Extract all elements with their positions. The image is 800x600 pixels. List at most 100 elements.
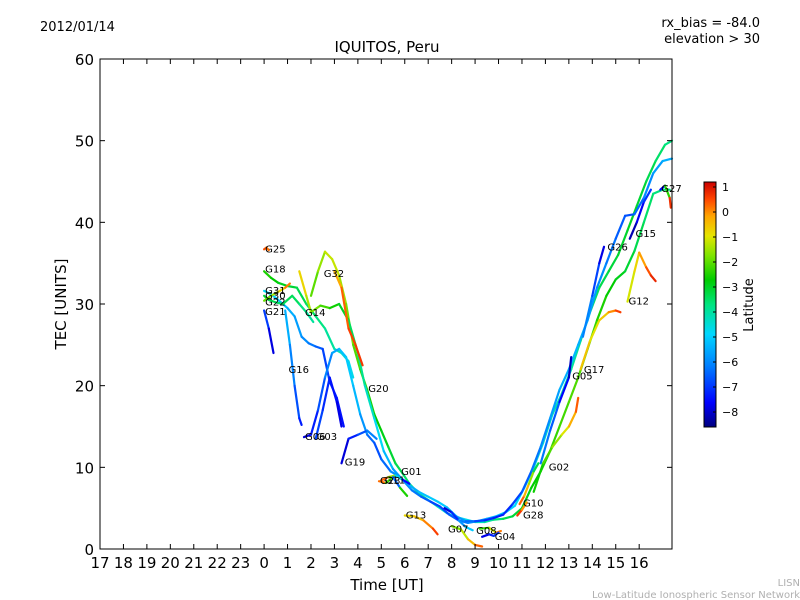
series-segment: [380, 458, 392, 473]
colorbar-tick-label: −8: [722, 406, 738, 419]
series-g13: [403, 514, 439, 536]
x-tick-label: 9: [470, 554, 480, 572]
satellite-label-g13: G13: [406, 511, 426, 522]
x-tick-label: 19: [137, 554, 156, 572]
satellite-label-g22: G22: [265, 297, 285, 308]
satellite-label-g32: G32: [324, 269, 344, 280]
series-g21b: [284, 309, 303, 426]
series-segment: [595, 294, 608, 322]
x-tick-label: 21: [184, 554, 203, 572]
series-segment: [380, 429, 390, 448]
series-segment: [668, 196, 672, 209]
series-segment: [401, 478, 411, 485]
series-segment: [567, 356, 573, 379]
series-segment: [530, 445, 542, 473]
satellite-label-g05: G05: [572, 372, 592, 383]
series-segment: [277, 286, 287, 293]
satellite-label-g06: G06: [305, 432, 325, 443]
satellite-label-g19: G19: [345, 457, 365, 468]
series-segment: [567, 376, 580, 404]
series-segment: [321, 376, 331, 412]
series-segment: [410, 489, 423, 498]
series-segment: [558, 368, 571, 391]
series-segment: [560, 425, 571, 436]
series-segment: [652, 160, 664, 175]
series-segment: [645, 160, 657, 183]
series-segment: [413, 515, 425, 522]
x-tick-label: 16: [630, 554, 649, 572]
series-segment: [539, 429, 552, 465]
series-segment: [377, 480, 388, 484]
series-segment: [523, 482, 531, 497]
colorbar-label: Latitude: [742, 278, 757, 332]
satellite-label-g08: G08: [476, 526, 496, 537]
series-segment: [347, 433, 359, 440]
x-tick-label: 1: [283, 554, 293, 572]
series-g05: [539, 356, 573, 465]
series-segment: [558, 400, 571, 428]
satellite-label-g18: G18: [265, 265, 285, 276]
colorbar-tick-label: −2: [722, 256, 738, 269]
colorbar: [703, 181, 717, 428]
date-label: 2012/01/14: [40, 20, 115, 35]
series-segment: [483, 518, 495, 524]
colorbar-tick-label: −3: [722, 281, 738, 294]
series-segment: [598, 311, 610, 322]
satellite-label-g15: G15: [636, 229, 656, 240]
series-g20: [333, 270, 364, 367]
series-g23: [377, 476, 409, 497]
series-segment: [331, 347, 341, 355]
series-g01: [380, 474, 411, 485]
series-segment: [607, 309, 617, 314]
series-segment: [394, 462, 404, 475]
series-segment: [286, 307, 296, 318]
series-segment: [314, 409, 324, 440]
series-segment: [363, 384, 376, 420]
series-segment: [347, 360, 355, 379]
series-segment: [293, 384, 301, 420]
y-axis-label: TEC [UNITS]: [52, 259, 70, 351]
series-g08: [450, 524, 484, 548]
series-segment: [614, 309, 622, 314]
series-segment: [293, 315, 303, 338]
series-segment: [387, 474, 397, 479]
series-segment: [391, 476, 402, 489]
series-segment: [457, 519, 467, 529]
colorbar-tick-label: −7: [722, 381, 738, 394]
series-segment: [436, 500, 449, 509]
satellite-label-g04: G04: [495, 532, 515, 543]
x-tick-label: 8: [447, 554, 457, 572]
series-segment: [614, 214, 627, 240]
x-axis: 17 18 19 20 21 22 23 0 1 2 3 4 5 6 7 8 9 10 11 12 13 14 15 16: [90, 59, 649, 572]
series-segment: [474, 543, 484, 548]
series-g17: [579, 309, 622, 371]
satellite-label-g21: G21: [265, 307, 285, 318]
series-segment: [638, 251, 648, 269]
series-segment: [431, 527, 439, 536]
y-tick-label: 20: [75, 378, 94, 396]
satellite-label-g16: G16: [289, 365, 309, 376]
x-tick-label: 7: [423, 554, 433, 572]
series-segment: [626, 270, 636, 303]
y-tick-label: 10: [75, 459, 94, 477]
series-segment: [574, 396, 580, 413]
series-segment: [527, 470, 535, 485]
series-segment: [520, 470, 533, 493]
series-segment: [492, 513, 505, 520]
series-segment: [265, 246, 270, 252]
colorbar-ticks: 1 0 −1 −2 −3 −4 −5 −6 −7 −8: [713, 181, 738, 419]
series-segment: [340, 437, 350, 465]
series-segment: [605, 278, 617, 297]
series-segment: [314, 315, 327, 330]
series-segment: [335, 400, 343, 428]
y-tick-label: 30: [75, 296, 94, 314]
series-g12: [626, 251, 657, 303]
series-segment: [263, 294, 273, 302]
series-segment: [642, 188, 653, 203]
x-tick-label: 20: [161, 554, 180, 572]
series-g27: [659, 184, 672, 209]
series-segment: [649, 274, 657, 283]
series-segment: [466, 538, 477, 547]
x-tick-label: 17: [90, 554, 109, 572]
series-segment: [455, 515, 467, 523]
